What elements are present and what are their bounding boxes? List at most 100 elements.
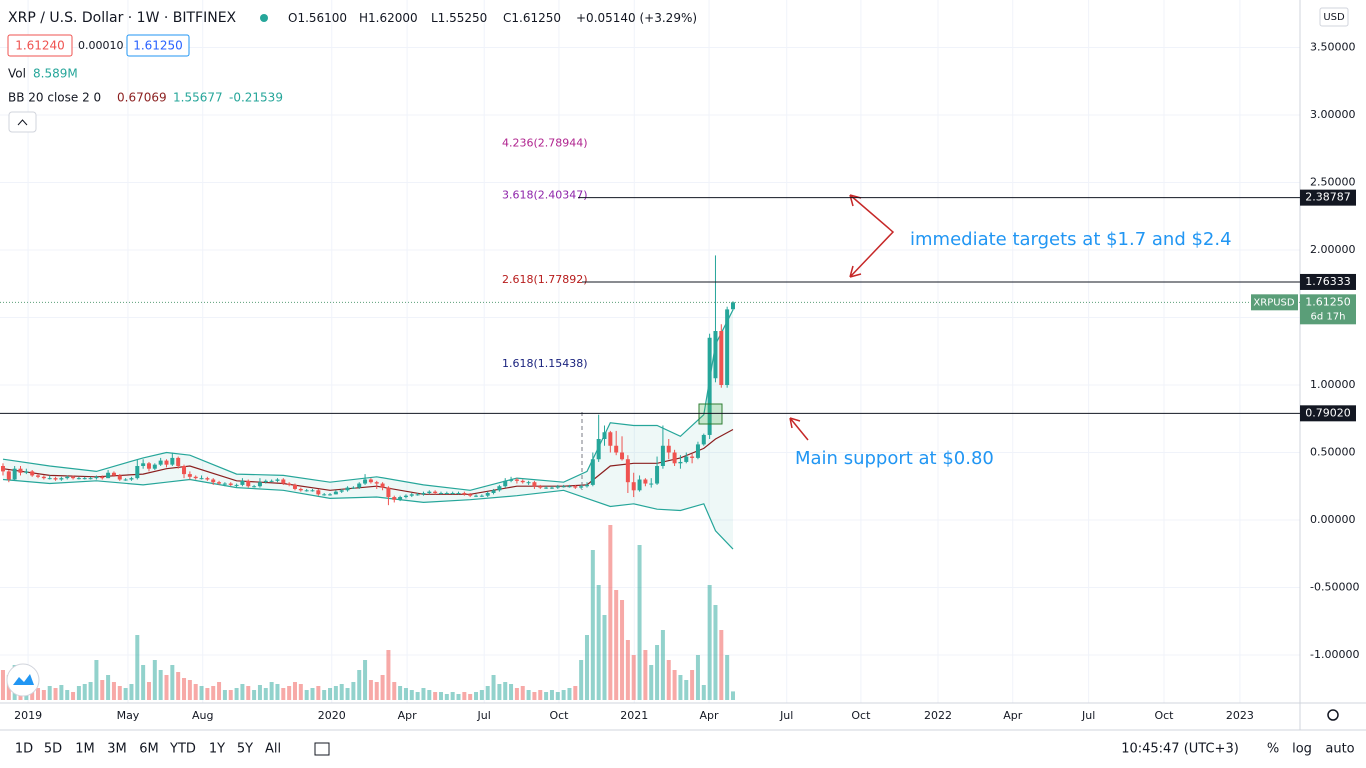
annotation: immediate targets at $1.7 and $2.4 xyxy=(910,229,1232,250)
volume-bar xyxy=(392,682,397,700)
volume-bar xyxy=(292,682,297,700)
bb-label: BB 20 close 2 0 xyxy=(8,91,101,105)
candle-body xyxy=(30,471,35,476)
volume-bar xyxy=(374,682,379,700)
candle-body xyxy=(76,478,81,480)
candle-body xyxy=(363,479,368,484)
volume-bar xyxy=(462,692,467,700)
volume-bar xyxy=(444,694,449,700)
bb-basis: 0.67069 xyxy=(117,91,167,105)
candle-body xyxy=(135,465,140,479)
volume-bar xyxy=(620,600,625,700)
candle-body xyxy=(468,494,473,496)
settings-icon[interactable] xyxy=(1327,709,1339,721)
volume-bar xyxy=(474,692,479,700)
volume-bar xyxy=(608,525,613,700)
x-tick-label: 2019 xyxy=(14,709,42,722)
y-tick-label: 3.00000 xyxy=(1310,108,1356,121)
x-tick-label: May xyxy=(117,709,140,722)
volume-bar xyxy=(158,670,163,700)
x-tick-label: Jul xyxy=(779,709,793,722)
range-button[interactable]: 3M xyxy=(107,742,127,757)
candle-body xyxy=(368,479,373,483)
volume-bar xyxy=(152,660,157,700)
high: H1.62000 xyxy=(359,11,418,25)
candle-body xyxy=(152,464,157,469)
candle-body xyxy=(433,491,438,493)
range-button[interactable]: 5D xyxy=(44,742,62,757)
volume-bar xyxy=(485,686,490,700)
currency-box[interactable] xyxy=(1319,7,1349,27)
sell-box[interactable] xyxy=(7,34,73,57)
symbol-title[interactable]: XRP / U.S. Dollar · 1W · BITFINEX xyxy=(8,10,237,26)
candle-body xyxy=(672,452,677,464)
candle-body xyxy=(620,452,625,460)
range-button[interactable]: 1Y xyxy=(209,742,225,757)
volume-bar xyxy=(637,545,642,700)
ohlc: O1.56100 H1.62000 L1.55250 C1.61250 +0.0… xyxy=(288,11,697,25)
candle-body xyxy=(316,490,321,495)
candle-body xyxy=(666,445,671,453)
last-price-box xyxy=(1300,294,1356,325)
x-tick-label: Jul xyxy=(1081,709,1095,722)
volume-bar xyxy=(76,686,81,700)
volume-bar xyxy=(456,694,461,700)
range-button[interactable]: YTD xyxy=(169,742,196,757)
candle-body xyxy=(24,471,29,473)
scale-option[interactable]: log xyxy=(1292,742,1312,757)
y-tick-label: -1.00000 xyxy=(1310,648,1359,661)
candle-body xyxy=(333,491,338,495)
candle-body xyxy=(12,468,17,480)
candle-body xyxy=(246,480,251,487)
candle-body xyxy=(403,495,408,498)
volume-bar xyxy=(71,692,76,700)
scale-option[interactable]: % xyxy=(1267,742,1279,757)
candle-body xyxy=(263,480,268,483)
volume-bar xyxy=(164,675,169,700)
candle-body xyxy=(631,482,636,491)
volume-bar xyxy=(567,688,572,700)
candle-body xyxy=(123,479,128,481)
range-button[interactable]: 5Y xyxy=(237,742,253,757)
scale-option[interactable]: auto xyxy=(1325,742,1354,757)
volume-bar xyxy=(497,684,502,700)
logo[interactable] xyxy=(6,663,40,697)
candle-body xyxy=(509,479,514,481)
clock: 10:45:47 (UTC+3) xyxy=(1121,742,1239,757)
candle-body xyxy=(584,484,589,487)
volume-bar xyxy=(0,670,5,700)
change: +0.05140 (+3.29%) xyxy=(576,11,697,25)
candle-body xyxy=(438,492,443,494)
volume-bar xyxy=(53,688,58,700)
candle-body xyxy=(643,479,648,484)
last-price-label: 1.61250 xyxy=(1305,295,1351,308)
volume-bar xyxy=(205,688,210,700)
candle-body xyxy=(608,432,613,446)
volume-bar xyxy=(509,684,514,700)
volume-bar xyxy=(100,680,105,700)
buy-box[interactable] xyxy=(126,34,190,57)
range-button[interactable]: All xyxy=(265,742,281,757)
volume-bar xyxy=(573,686,578,700)
date-range-icon[interactable] xyxy=(314,742,330,756)
volume-bar xyxy=(176,672,181,700)
x-tick-label: Aug xyxy=(192,709,213,722)
candle-body xyxy=(228,483,233,485)
candle-body xyxy=(614,445,619,453)
candle-body xyxy=(590,459,595,485)
volume-bar xyxy=(649,665,654,700)
candle-body xyxy=(719,331,724,385)
range-button[interactable]: 1M xyxy=(75,742,95,757)
collapse-button[interactable] xyxy=(8,111,37,133)
bb-upper xyxy=(2,309,734,491)
candle-body xyxy=(170,457,175,465)
candle-body xyxy=(637,479,642,491)
candle-body xyxy=(462,492,467,495)
candle-body xyxy=(339,490,344,492)
range-button[interactable]: 6M xyxy=(139,742,159,757)
candle-body xyxy=(281,479,286,484)
range-button[interactable]: 1D xyxy=(15,742,33,757)
candle-body xyxy=(269,480,274,482)
fib-label: 4.236(2.78944) xyxy=(502,136,588,149)
